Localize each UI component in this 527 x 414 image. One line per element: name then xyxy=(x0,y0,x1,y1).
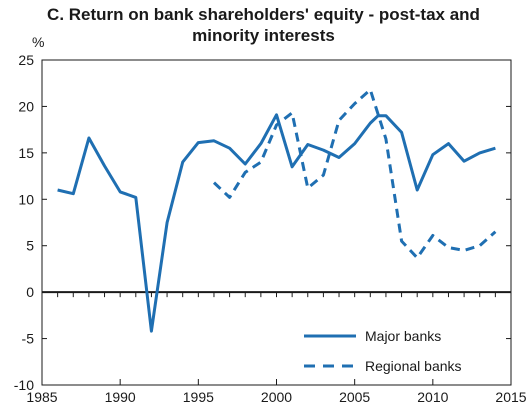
y-tick-label: -10 xyxy=(14,377,34,393)
x-tick-label: 1990 xyxy=(105,389,136,405)
series-line-major-banks xyxy=(57,113,496,333)
x-tick-label: 2005 xyxy=(339,389,370,405)
series-layer xyxy=(57,88,497,333)
y-tick-label: 20 xyxy=(18,98,34,114)
series-line-regional-banks xyxy=(212,88,497,260)
axes: -10 -5 0 5 10 15 20 25 1985 1990 1995 2000 2005 2010 2… xyxy=(14,52,527,405)
y-tick-label: 5 xyxy=(26,238,34,254)
y-axis-unit: % xyxy=(32,34,45,50)
legend-label-regional-banks: Regional banks xyxy=(365,358,462,374)
x-tick-label: 1985 xyxy=(26,389,57,405)
chart-title: C. Return on bank shareholders' equity -… xyxy=(0,4,527,46)
chart-title-line-2: minority interests xyxy=(192,26,335,45)
legend: Major banks Regional banks xyxy=(304,328,462,374)
y-tick-label: 0 xyxy=(26,284,34,300)
x-tick-label: 2000 xyxy=(261,389,292,405)
legend-label-major-banks: Major banks xyxy=(365,328,441,344)
x-tick-label: 2010 xyxy=(417,389,448,405)
y-tick-label: 10 xyxy=(18,191,34,207)
y-tick-label: 15 xyxy=(18,145,34,161)
y-tick-label: -5 xyxy=(22,331,35,347)
y-tick-label: 25 xyxy=(18,52,34,68)
x-tick-label: 1995 xyxy=(183,389,214,405)
x-tick-label: 2015 xyxy=(495,389,526,405)
chart-title-line-1: C. Return on bank shareholders' equity -… xyxy=(47,5,480,24)
